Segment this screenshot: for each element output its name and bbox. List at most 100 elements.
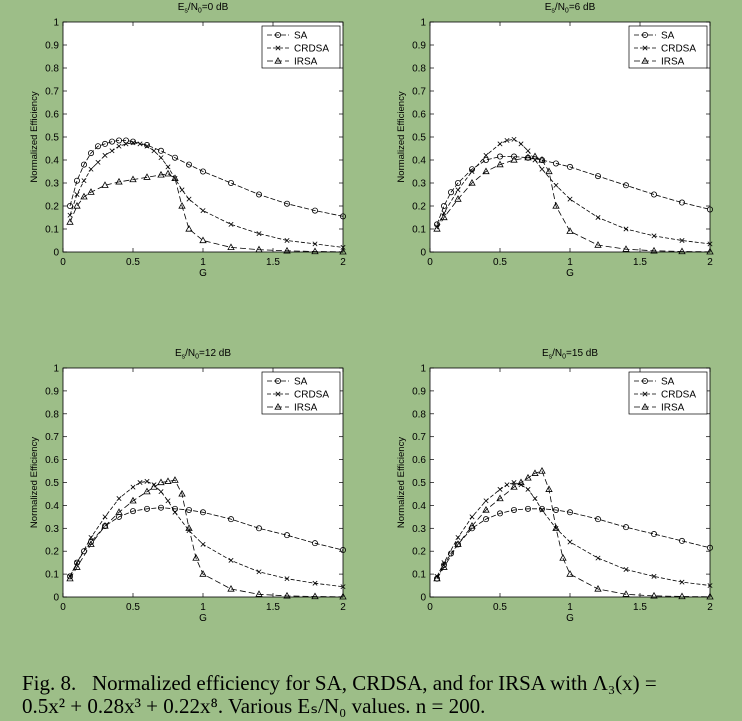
y-tick-label: 0.3 [45, 524, 59, 535]
x-tick-label: 2 [340, 257, 346, 268]
chart-title: Es/N0=12 dB [175, 348, 231, 361]
data-point [95, 143, 102, 150]
data-point [283, 532, 290, 539]
y-axis-label: Normalized Efficiency [396, 437, 407, 528]
data-point [651, 531, 658, 538]
y-tick-label: 0 [53, 248, 59, 259]
data-point [67, 202, 74, 209]
data-point [706, 592, 714, 600]
data-point [150, 483, 158, 490]
series-crdsa [434, 136, 713, 247]
data-point [679, 579, 685, 585]
y-tick-label: 0.1 [45, 225, 59, 236]
data-point [524, 473, 532, 481]
chart-title: Es/N0=15 dB [542, 348, 598, 361]
data-point [433, 224, 441, 232]
y-tick-label: 0 [53, 593, 59, 604]
data-point [66, 574, 74, 582]
y-tick-label: 0.5 [45, 478, 59, 489]
data-point [185, 224, 193, 232]
y-tick-label: 0.9 [412, 41, 426, 52]
figure-panels: 0 0.1 0.2 0.3 0.4 0.5 0.6 0.7 0.8 0.9 1 0 0.5 1 1.5 2 G N… [29, 2, 714, 624]
data-point [256, 231, 262, 237]
data-point [455, 187, 461, 193]
y-axis-label: Normalized Efficiency [29, 91, 40, 182]
x-tick-label: 1.5 [266, 257, 280, 268]
data-point [567, 509, 574, 516]
x-axis-label: G [199, 613, 207, 624]
data-point [227, 243, 235, 250]
data-point [199, 570, 207, 577]
data-point [171, 174, 179, 181]
y-tick-label: 0.5 [412, 478, 426, 489]
legend-marker [275, 45, 281, 51]
data-point [707, 583, 713, 589]
data-point [87, 540, 95, 547]
data-point [538, 467, 546, 474]
y-tick-label: 0.7 [412, 432, 426, 443]
data-point [510, 155, 518, 163]
data-point [116, 496, 122, 502]
series-line [436, 470, 711, 598]
y-axis-label: Normalized Efficiency [396, 91, 407, 182]
chart-title: Es/N0=6 dB [545, 2, 596, 15]
data-point [510, 153, 517, 160]
data-point [651, 573, 657, 579]
data-point [144, 143, 150, 149]
x-tick-label: 1 [567, 602, 573, 613]
data-point [185, 524, 193, 531]
data-point [123, 141, 129, 147]
data-point [67, 573, 74, 580]
legend-marker [642, 32, 649, 39]
data-point [440, 213, 448, 221]
data-point [67, 212, 73, 218]
data-point [567, 196, 573, 202]
data-point [441, 210, 447, 216]
data-point [116, 137, 123, 144]
data-point [482, 156, 489, 163]
data-point [482, 167, 490, 175]
data-point [504, 137, 510, 143]
x-tick-label: 0.5 [493, 257, 507, 268]
x-tick-label: 1.5 [633, 257, 647, 268]
y-tick-label: 0.1 [412, 570, 426, 581]
y-tick-label: 0.5 [412, 133, 426, 144]
data-point [706, 247, 714, 255]
data-point [566, 570, 574, 577]
y-tick-label: 0.7 [45, 87, 59, 98]
data-point [567, 163, 574, 170]
data-point [283, 246, 291, 254]
data-point [482, 516, 489, 523]
series-line [69, 139, 344, 217]
data-point [101, 521, 109, 529]
series-line [436, 156, 711, 253]
data-point [192, 554, 200, 561]
y-tick-label: 1 [420, 18, 426, 29]
data-point [102, 514, 108, 520]
data-point [454, 179, 461, 186]
data-point [87, 188, 95, 195]
data-point [157, 504, 164, 511]
data-point [623, 567, 629, 573]
data-point [164, 169, 172, 177]
data-point [73, 201, 81, 209]
y-tick-label: 1 [53, 18, 59, 29]
data-point [228, 221, 234, 227]
data-point [594, 241, 602, 248]
series-line [436, 156, 711, 225]
caption-line1: Normalized efficiency for SA, CRDSA, and… [92, 671, 657, 695]
legend: SA CRDSA IRSA [628, 25, 708, 69]
data-point [88, 534, 94, 540]
data-point [129, 496, 137, 504]
legend-entry: IRSA [294, 403, 318, 414]
y-tick-label: 0.6 [412, 110, 426, 121]
data-point [707, 241, 713, 247]
data-point [679, 238, 685, 243]
data-point [623, 182, 630, 189]
legend-entry: SA [294, 31, 308, 42]
data-point [88, 166, 94, 172]
legend-box [628, 25, 708, 69]
data-point [545, 485, 553, 492]
legend-entry: CRDSA [661, 44, 696, 55]
y-tick-label: 1 [53, 364, 59, 375]
